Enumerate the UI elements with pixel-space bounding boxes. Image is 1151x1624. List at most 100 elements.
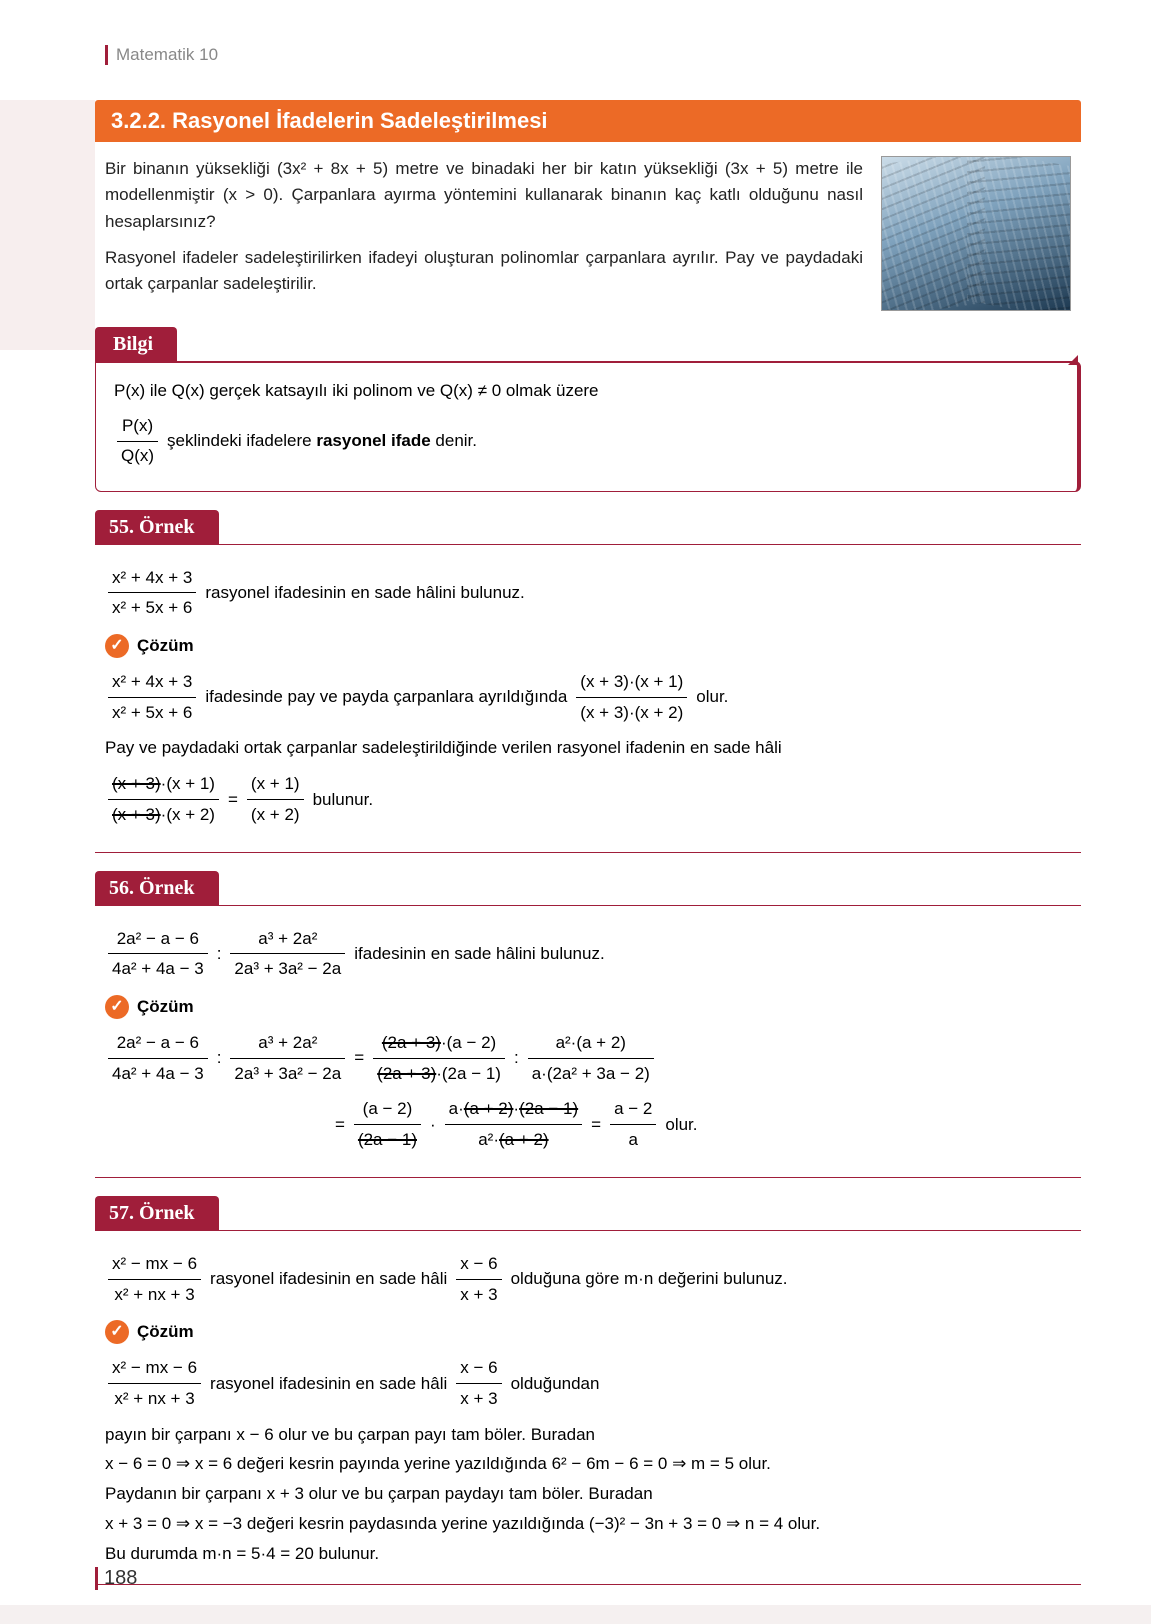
t: olur.: [665, 1110, 697, 1140]
intro-p1: Bir binanın yüksekliği (3x² + 8x + 5) me…: [105, 156, 863, 235]
intro-text: Bir binanın yüksekliği (3x² + 8x + 5) me…: [105, 156, 863, 311]
ex55-question: x² + 4x + 3 x² + 5x + 6 rasyonel ifadesi…: [105, 563, 1071, 624]
f: x − 6 x + 3: [456, 1249, 501, 1310]
bilgi-box: P(x) ile Q(x) gerçek katsayılı iki polin…: [95, 361, 1081, 492]
f: (x + 1) (x + 2): [247, 769, 304, 830]
ex55-q-text: rasyonel ifadesinin en sade hâlini bulun…: [205, 578, 524, 608]
ornek56-tab: 56. Örnek: [95, 871, 219, 906]
f-d: (x + 3)·(x + 2): [576, 698, 687, 728]
f-n: a³ + 2a²: [230, 1028, 345, 1059]
ex56-question: 2a² − a − 6 4a² + 4a − 3 : a³ + 2a² 2a³ …: [105, 924, 1071, 985]
f-d: x² + nx + 3: [108, 1280, 201, 1310]
ex55-q-frac: x² + 4x + 3 x² + 5x + 6: [108, 563, 196, 624]
f-n: (a − 2): [354, 1094, 421, 1125]
content-area: 3.2.2. Rasyonel İfadelerin Sadeleştirilm…: [95, 100, 1081, 1585]
f-d: 4a² + 4a − 3: [108, 1059, 208, 1089]
f: 2a² − a − 6 4a² + 4a − 3: [108, 924, 208, 985]
f-n: x − 6: [456, 1353, 501, 1384]
ex57-l4: x + 3 = 0 ⇒ x = −3 değeri kesrin paydası…: [105, 1509, 1071, 1539]
left-decorative-strip: [0, 100, 95, 350]
f-d: x + 3: [456, 1280, 501, 1310]
intro-p2: Rasyonel ifadeler sadeleştirilirken ifad…: [105, 245, 863, 298]
s: (x + 3): [112, 805, 161, 824]
f-n: (2a + 3)·(a − 2): [373, 1028, 505, 1059]
ex57-l1: payın bir çarpanı x − 6 olur ve bu çarpa…: [105, 1420, 1071, 1450]
f-n: x² − mx − 6: [108, 1353, 201, 1384]
eq: =: [591, 1110, 601, 1140]
bilgi-tab: Bilgi: [95, 327, 177, 362]
f: (a − 2) (2a − 1): [354, 1094, 421, 1155]
page-number: 188: [95, 1567, 137, 1590]
t: olur.: [696, 682, 728, 712]
f: a − 2 a: [610, 1094, 656, 1155]
s: ·(a − 2): [441, 1033, 496, 1052]
ornek57-tab: 57. Örnek: [95, 1196, 219, 1231]
ornek55-box: x² + 4x + 3 x² + 5x + 6 rasyonel ifadesi…: [95, 544, 1081, 853]
s: (a + 2): [499, 1130, 549, 1149]
f: x² − mx − 6 x² + nx + 3: [108, 1353, 201, 1414]
eq: =: [354, 1043, 364, 1073]
f-n: x² + 4x + 3: [108, 563, 196, 594]
f-n: a²·(a + 2): [528, 1028, 654, 1059]
f-n: (x + 3)·(x + 1): [576, 667, 687, 698]
f-d: (x + 2): [247, 800, 304, 830]
s: ·(2a − 1): [436, 1064, 501, 1083]
f-n: 2a² − a − 6: [108, 1028, 208, 1059]
f-d: (2a + 3)·(2a − 1): [373, 1059, 505, 1089]
s: (2a − 1): [519, 1099, 578, 1118]
f-n: a − 2: [610, 1094, 656, 1125]
ornek55-tab: 55. Örnek: [95, 510, 219, 545]
t: rasyonel ifadesinin en sade hâli: [210, 1369, 447, 1399]
t: olduğuna göre m·n değerini bulunuz.: [511, 1264, 788, 1294]
ex55-step1: x² + 4x + 3 x² + 5x + 6 ifadesinde pay v…: [105, 667, 1071, 728]
t: bulunur.: [313, 785, 374, 815]
f-d: 4a² + 4a − 3: [108, 954, 208, 984]
bilgi-t2a: şeklindeki ifadelere: [167, 431, 316, 450]
ex57-question: x² − mx − 6 x² + nx + 3 rasyonel ifadesi…: [105, 1249, 1071, 1310]
s: ·(x + 1): [161, 774, 215, 793]
ex56-cozum-header: ✓ Çözüm: [105, 992, 1071, 1022]
f: x² − mx − 6 x² + nx + 3: [108, 1249, 201, 1310]
ex55-cozum-header: ✓ Çözüm: [105, 631, 1071, 661]
s: (a + 2): [464, 1099, 514, 1118]
f-d: (2a − 1): [354, 1125, 421, 1155]
f-n: (x + 3)·(x + 1): [108, 769, 219, 800]
f: (x + 3)·(x + 1) (x + 3)·(x + 2): [108, 769, 219, 830]
ex57-l3: Paydanın bir çarpanı x + 3 olur ve bu ça…: [105, 1479, 1071, 1509]
f: a²·(a + 2) a·(2a² + 3a − 2): [528, 1028, 654, 1089]
cozum-label: Çözüm: [137, 1317, 194, 1347]
ex57-l5: Bu durumda m·n = 5·4 = 20 bulunur.: [105, 1539, 1071, 1569]
f-d: x + 3: [456, 1384, 501, 1414]
bilgi-bold: rasyonel ifade: [316, 431, 430, 450]
f-d: a: [610, 1125, 656, 1155]
check-icon: ✓: [105, 995, 129, 1019]
colon: :: [514, 1043, 519, 1073]
f-n: a³ + 2a²: [230, 924, 345, 955]
f-n: x² − mx − 6: [108, 1249, 201, 1280]
ex57-cozum-header: ✓ Çözüm: [105, 1317, 1071, 1347]
f-d: x² + 5x + 6: [108, 593, 196, 623]
building-image: [881, 156, 1071, 311]
ex56-step2: = (a − 2) (2a − 1) · a·(a + 2)·(2a − 1) …: [335, 1094, 1071, 1155]
ex57-l2: x − 6 = 0 ⇒ x = 6 değeri kesrin payında …: [105, 1449, 1071, 1479]
f-d: 2a³ + 3a² − 2a: [230, 954, 345, 984]
s: (2a + 3): [377, 1064, 436, 1083]
f: a³ + 2a² 2a³ + 3a² − 2a: [230, 1028, 345, 1089]
ex55-step3: (x + 3)·(x + 1) (x + 3)·(x + 2) = (x + 1…: [105, 769, 1071, 830]
f-d: a²·(a + 2): [445, 1125, 582, 1155]
s: a·: [449, 1099, 464, 1118]
intro-block: Bir binanın yüksekliği (3x² + 8x + 5) me…: [95, 142, 1081, 321]
f-d: 2a³ + 3a² − 2a: [230, 1059, 345, 1089]
bilgi-fraction: P(x) Q(x): [117, 412, 158, 471]
f: 2a² − a − 6 4a² + 4a − 3: [108, 1028, 208, 1089]
bilgi-text2: şeklindeki ifadelere rasyonel ifade deni…: [167, 427, 477, 456]
f: a·(a + 2)·(2a − 1) a²·(a + 2): [445, 1094, 582, 1155]
cozum-label: Çözüm: [137, 631, 194, 661]
f-n: a·(a + 2)·(2a − 1): [445, 1094, 582, 1125]
t: olduğundan: [511, 1369, 600, 1399]
bilgi-t2b: denir.: [431, 431, 477, 450]
s: (x + 3): [112, 774, 161, 793]
check-icon: ✓: [105, 634, 129, 658]
f: (x + 3)·(x + 1) (x + 3)·(x + 2): [576, 667, 687, 728]
s: ·(x + 2): [161, 805, 215, 824]
